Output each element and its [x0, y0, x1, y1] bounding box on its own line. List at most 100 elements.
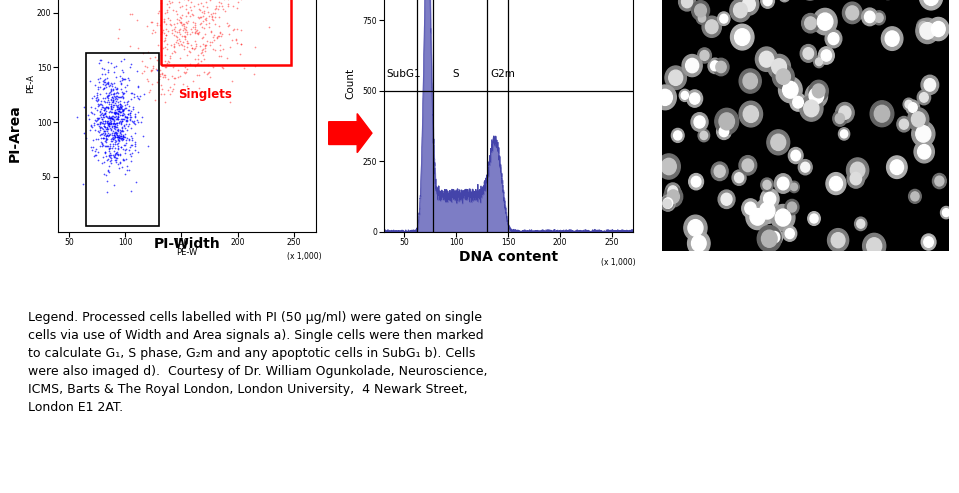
Point — [109, 88, 125, 96]
Point — [156, 90, 172, 98]
Point — [97, 129, 112, 137]
Point — [98, 132, 113, 140]
Circle shape — [696, 12, 708, 24]
Point — [122, 42, 137, 50]
Point — [101, 92, 116, 100]
Circle shape — [691, 113, 708, 131]
Point — [127, 146, 142, 154]
Point — [167, 61, 182, 69]
Point — [196, 2, 211, 10]
Point — [130, 148, 146, 156]
Point — [111, 128, 127, 136]
Point — [98, 70, 113, 78]
Point — [123, 108, 138, 116]
Point — [116, 98, 131, 106]
Point — [102, 100, 117, 108]
Point — [156, 17, 172, 25]
Point — [159, 7, 175, 15]
Point — [124, 152, 139, 160]
Point — [119, 140, 134, 147]
Point — [168, 73, 183, 81]
Point — [112, 108, 128, 116]
Point — [101, 91, 116, 99]
Point — [83, 103, 99, 111]
Point — [104, 151, 119, 159]
Point — [91, 78, 106, 86]
Point — [121, 76, 136, 84]
Point — [193, 5, 208, 13]
Point — [207, 9, 222, 17]
Point — [110, 107, 126, 115]
Point — [107, 120, 123, 128]
Circle shape — [654, 85, 676, 110]
Point — [83, 108, 99, 116]
Point — [207, 46, 222, 54]
Point — [145, 79, 160, 87]
Circle shape — [835, 103, 854, 123]
Point — [106, 68, 122, 76]
Point — [114, 107, 129, 115]
Point — [90, 156, 105, 164]
Circle shape — [700, 131, 708, 140]
Point — [105, 114, 120, 122]
Point — [102, 157, 117, 165]
Point — [92, 90, 107, 98]
Point — [89, 90, 105, 98]
Circle shape — [771, 134, 785, 150]
Point — [97, 105, 112, 112]
Point — [116, 156, 131, 164]
Circle shape — [897, 116, 911, 132]
Point — [101, 122, 116, 130]
Point — [139, 23, 154, 31]
Point — [102, 80, 117, 88]
Point — [158, 20, 174, 28]
Circle shape — [828, 33, 839, 44]
Point — [105, 129, 120, 137]
Point — [97, 110, 112, 118]
Point — [110, 151, 126, 159]
Circle shape — [694, 116, 705, 128]
Point — [183, 0, 199, 6]
Point — [100, 114, 115, 122]
Point — [182, 30, 198, 37]
Point — [177, 25, 193, 33]
Point — [191, 0, 206, 7]
Point — [114, 137, 129, 144]
Point — [116, 141, 131, 149]
Point — [124, 112, 139, 120]
Point — [97, 131, 112, 139]
Point — [125, 104, 140, 111]
Point — [98, 80, 113, 88]
Point — [187, 25, 202, 33]
Point — [88, 135, 104, 143]
Point — [190, 26, 205, 34]
Point — [104, 102, 119, 109]
Point — [127, 142, 142, 150]
Point — [193, 20, 208, 28]
Point — [92, 100, 107, 108]
Point — [125, 137, 140, 144]
Point — [165, 0, 180, 6]
Point — [82, 126, 98, 134]
Point — [91, 101, 106, 108]
Point — [188, 40, 203, 48]
Circle shape — [664, 198, 672, 209]
Point — [220, 19, 235, 27]
Point — [192, 13, 207, 21]
Point — [148, 53, 163, 61]
Point — [178, 68, 194, 76]
Point — [167, 43, 182, 51]
Point — [117, 75, 132, 83]
Point — [172, 37, 187, 45]
Point — [123, 109, 138, 117]
Point — [106, 79, 122, 87]
Point — [113, 79, 129, 87]
Circle shape — [746, 204, 769, 230]
Circle shape — [714, 165, 725, 177]
Circle shape — [839, 106, 851, 119]
Point — [103, 151, 118, 159]
Point — [176, 0, 192, 3]
Point — [95, 134, 110, 141]
Point — [101, 132, 116, 140]
Point — [99, 74, 114, 82]
